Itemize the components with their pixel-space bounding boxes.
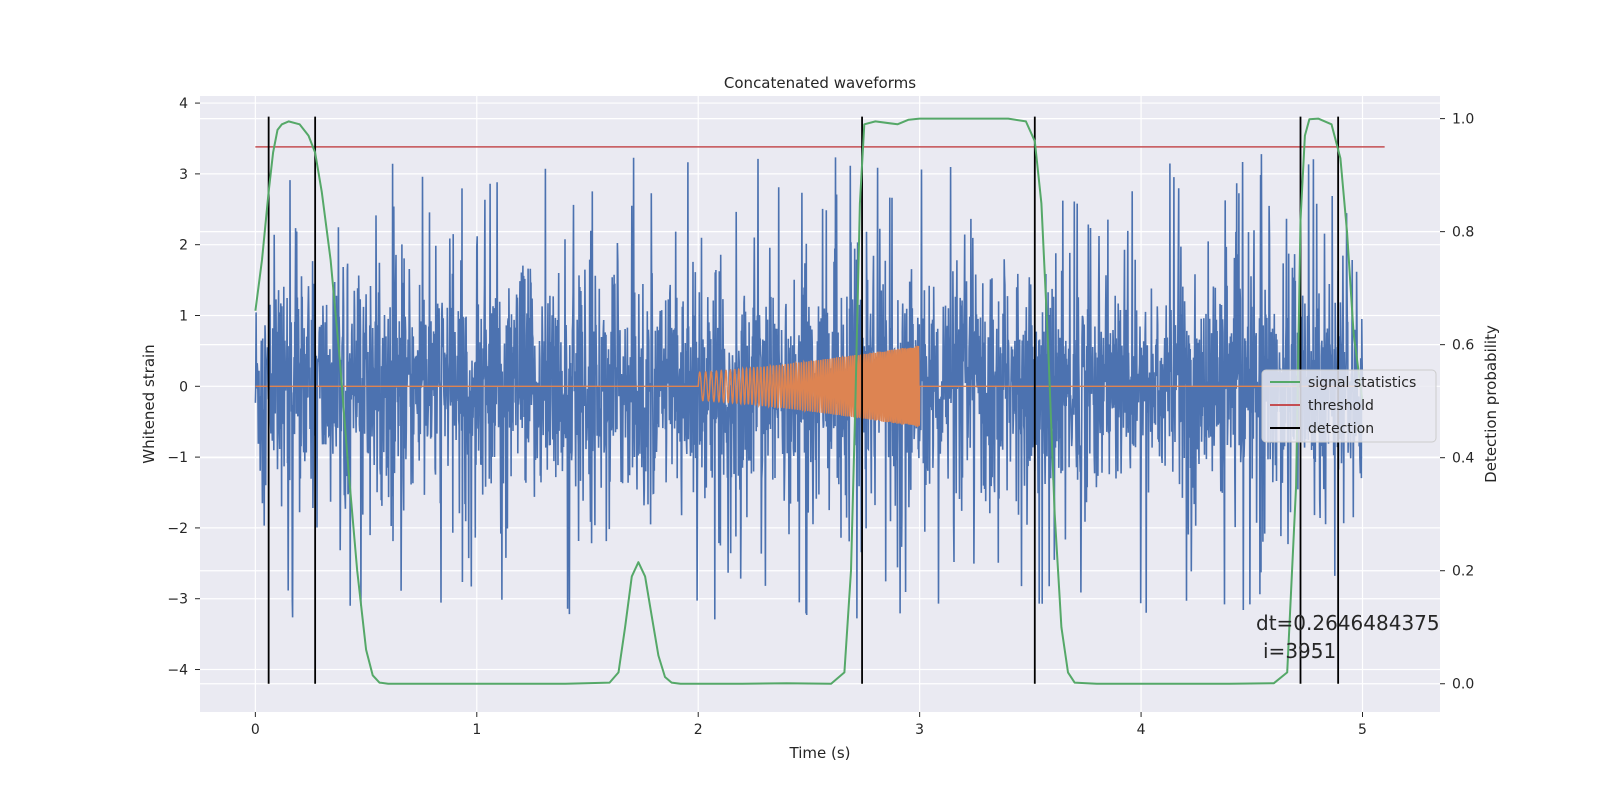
y-tick-label-right: 0.4	[1452, 451, 1474, 467]
y-axis-label: Whitened strain	[140, 344, 158, 463]
y-tick-label: −3	[167, 592, 188, 608]
y-tick-label: −1	[167, 450, 188, 466]
x-tick-label: 3	[915, 722, 924, 738]
chart-title: Concatenated waveforms	[724, 74, 916, 92]
x-tick-label: 1	[472, 722, 481, 738]
y-tick-label-right: 0.6	[1452, 338, 1474, 354]
x-axis-label: Time (s)	[789, 744, 851, 762]
series-layer	[254, 116, 1385, 685]
x-tick-label: 4	[1137, 722, 1146, 738]
legend: signal statistics threshold detection	[1261, 369, 1437, 443]
x-tick-label: 5	[1358, 722, 1367, 738]
y-tick-label-right: 1.0	[1452, 112, 1474, 128]
annotation-index: i=3951	[1263, 639, 1336, 663]
x-tick-label: 2	[694, 722, 703, 738]
y-tick-label-right: 0.8	[1452, 225, 1474, 241]
y-tick-label: 4	[179, 96, 188, 112]
axes: 0 1 2 3 4 5 −4 −3 −2 −1 0 1 2 3 4 0.0 0.2 0.4 0.6 0.8 1.0	[167, 96, 1474, 738]
annotation-dt: dt=0.2646484375	[1256, 611, 1440, 635]
y-tick-label: 0	[179, 379, 188, 395]
y-tick-label: 3	[179, 167, 188, 183]
legend-box	[1261, 369, 1437, 443]
y-tick-label-right: 0.2	[1452, 564, 1474, 580]
series-signal-statistics	[254, 117, 1364, 685]
legend-label-threshold: threshold	[1308, 398, 1374, 414]
y-tick-label-right: 0.0	[1452, 677, 1474, 693]
legend-label-detection: detection	[1308, 421, 1374, 437]
series-whitened-strain	[254, 154, 1364, 620]
series-injected-waveform	[255, 345, 1363, 428]
y-tick-label: 1	[179, 308, 188, 324]
y-axis-label-right: Detection probability	[1482, 325, 1500, 483]
x-tick-label: 0	[251, 722, 260, 738]
y-tick-label: 2	[179, 238, 188, 254]
y-tick-label: −2	[167, 521, 188, 537]
y-tick-label: −4	[167, 663, 188, 679]
legend-label-signal-statistics: signal statistics	[1308, 375, 1416, 391]
